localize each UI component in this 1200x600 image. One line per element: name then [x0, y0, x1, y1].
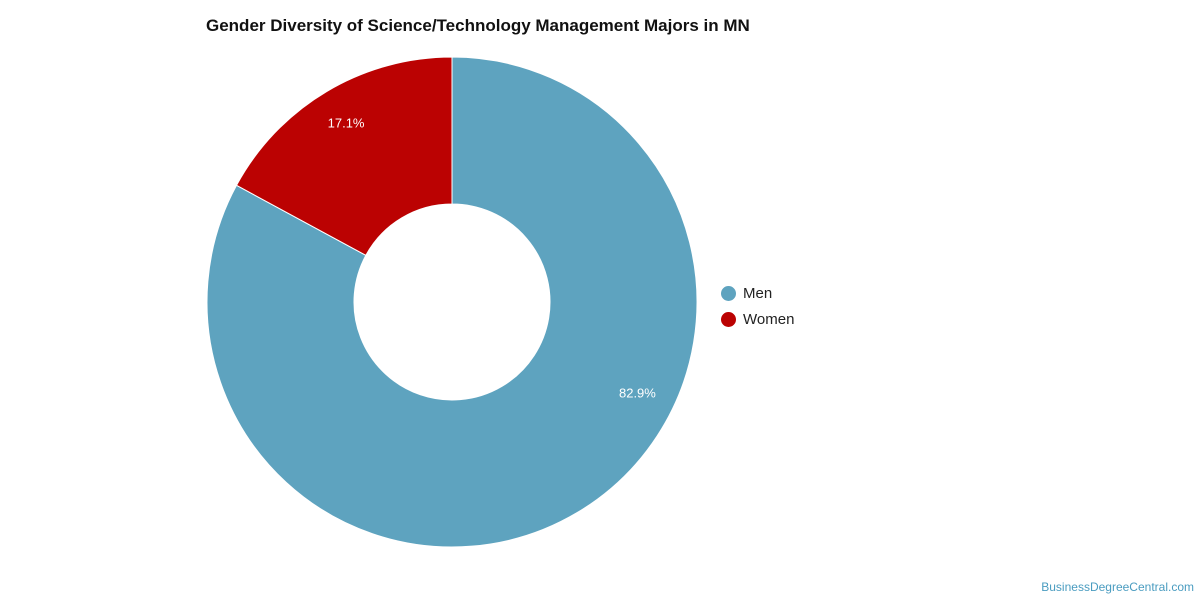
- legend-swatch-women: [721, 311, 736, 327]
- chart-legend: Men Women: [721, 280, 794, 332]
- legend-item-women[interactable]: Women: [721, 306, 794, 332]
- legend-label-men: Men: [743, 284, 773, 302]
- slice-women[interactable]: [235, 56, 453, 257]
- legend-item-men[interactable]: Men: [721, 280, 794, 306]
- watermark[interactable]: BusinessDegreeCentral.com: [1041, 580, 1194, 594]
- legend-label-women: Women: [743, 310, 795, 328]
- slice-men[interactable]: [206, 56, 698, 548]
- legend-swatch-men: [721, 285, 736, 301]
- slice-label-women: 17.1%: [328, 116, 365, 131]
- slice-label-men: 82.9%: [619, 385, 656, 400]
- chart-title: Gender Diversity of Science/Technology M…: [206, 16, 750, 35]
